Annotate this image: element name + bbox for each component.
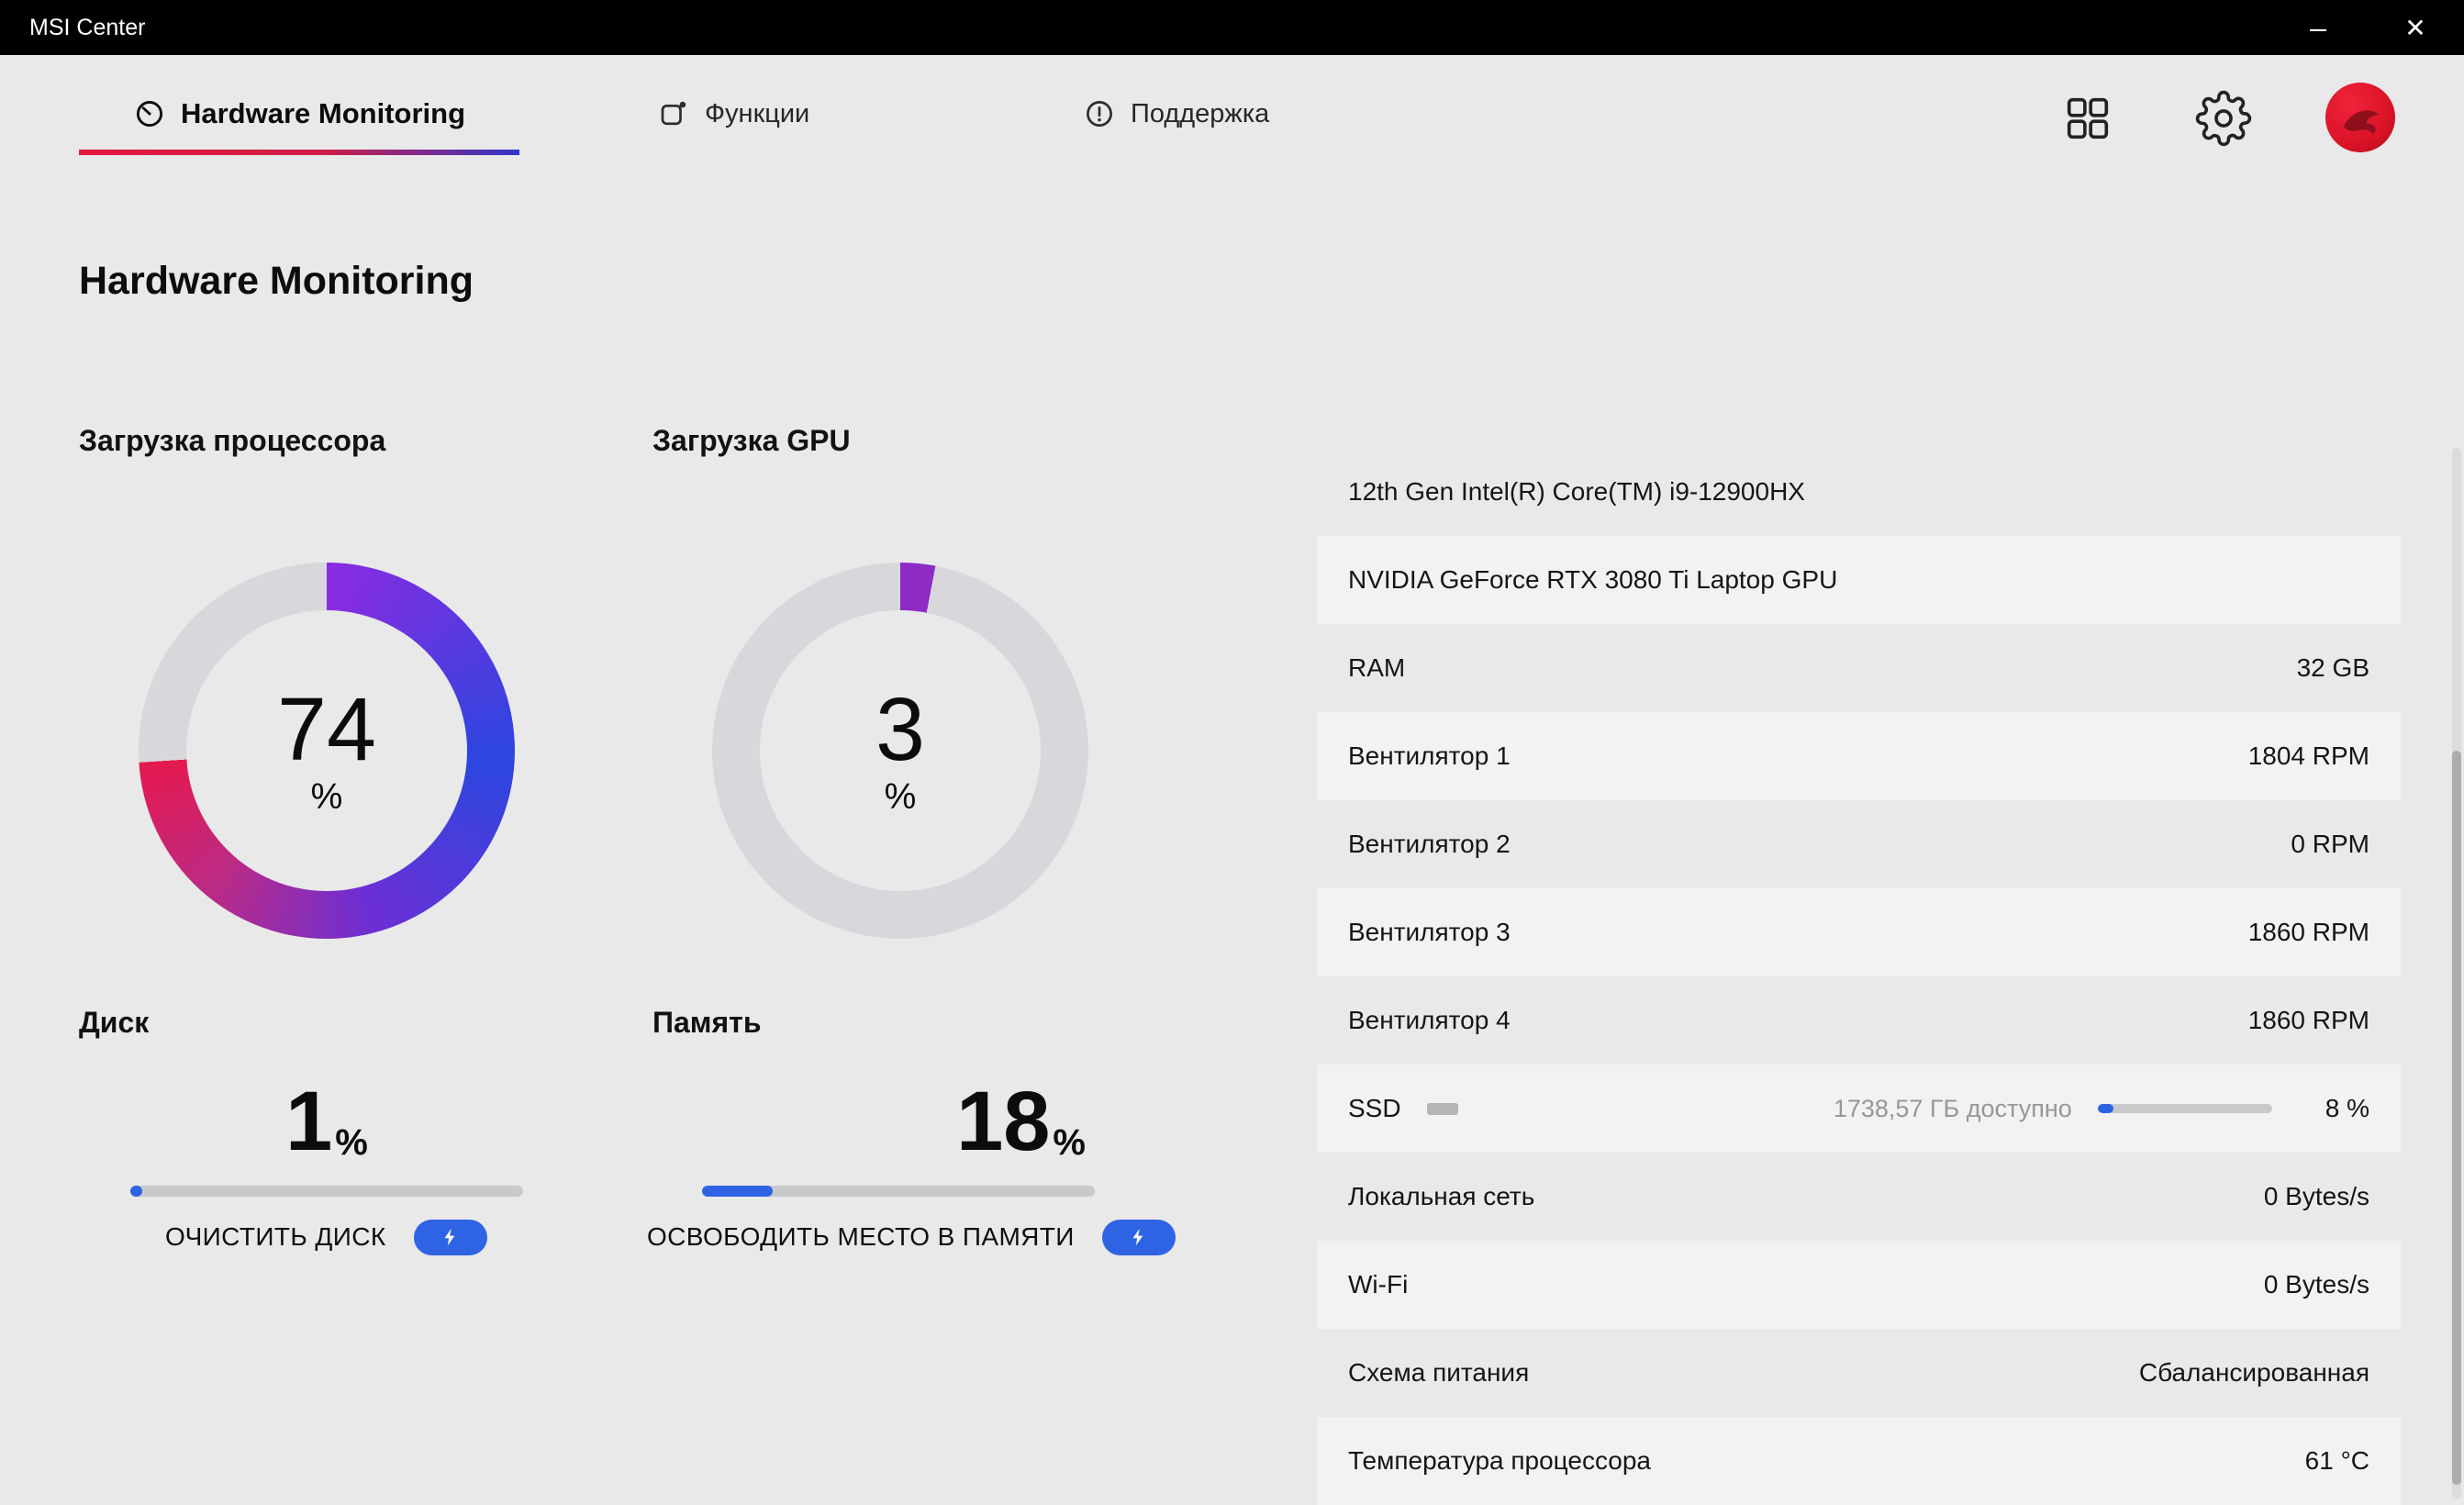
lightning-icon [1129,1227,1149,1247]
gauge-monitor-icon [133,97,166,130]
info-row-cpu-temp: Температура процессора 61 °C [1317,1417,2401,1505]
disk-action-row: ОЧИСТИТЬ ДИСК [165,1215,487,1259]
cpu-load-donut: 74 % [139,563,515,939]
free-memory-button[interactable] [1101,1219,1176,1255]
window-title: MSI Center [29,14,146,40]
memory-readout: 18 % [702,1065,1095,1168]
disk-value: 1 [285,1074,333,1168]
disk-title: Диск [79,1006,150,1039]
titlebar: MSI Center – ✕ [0,0,2464,55]
tab-support[interactable]: Поддержка [1083,77,1269,150]
tab-functions[interactable]: Функции [657,77,809,150]
info-row-ram: RAM 32 GB [1348,653,2369,682]
memory-bar-fill [702,1186,774,1197]
disk-usage-bar [130,1186,523,1197]
gear-icon [2195,90,2252,147]
gpu-load-value: 3 [875,678,925,779]
ssd-free-space: 1738,57 ГБ доступно [1833,1094,2072,1122]
apps-grid-button[interactable] [2061,92,2114,145]
user-avatar[interactable] [2325,83,2395,152]
hardware-info-panel: 12th Gen Intel(R) Core(TM) i9-12900HX NV… [1317,448,2401,1505]
ssd-usage-percent: 8 % [2325,1094,2369,1122]
memory-value: 18 [956,1074,1051,1168]
info-row-cpu-name: 12th Gen Intel(R) Core(TM) i9-12900HX [1348,477,1805,506]
tab-label: Поддержка [1131,98,1270,128]
gpu-load-donut: 3 % [712,563,1088,939]
cpu-load-unit: % [310,776,343,817]
minimize-button[interactable]: – [2269,0,2367,55]
disk-readout: 1 % [130,1065,523,1168]
page-title: Hardware Monitoring [79,259,474,303]
info-row-ssd: SSD 1738,57 ГБ доступно 8 % [1317,1065,2401,1153]
gpu-load-readout: 3 % [712,563,1088,939]
cpu-load-title: Загрузка процессора [79,424,386,457]
grid-icon [2061,92,2114,145]
gpu-load-unit: % [884,776,917,817]
settings-button[interactable] [2195,90,2252,147]
ssd-usage-bar [2097,1104,2272,1113]
active-tab-underline [79,150,519,155]
ssd-bar-fill [2097,1104,2113,1113]
info-row-fan3: Вентилятор 3 1860 RPM [1317,888,2401,976]
tab-hardware-monitoring[interactable]: Hardware Monitoring [79,77,519,150]
ssd-chip-icon [1426,1102,1458,1115]
scrollbar-thumb[interactable] [2452,751,2461,1485]
memory-title: Память [652,1006,762,1039]
cpu-load-value: 74 [277,678,376,779]
msi-dragon-icon [2325,83,2395,152]
info-row-fan4: Вентилятор 4 1860 RPM [1348,1006,2369,1034]
info-row-fan2: Вентилятор 2 0 RPM [1348,830,2369,858]
exclamation-circle-icon [1083,97,1116,130]
scrollbar[interactable] [2452,448,2461,1499]
close-icon: ✕ [2404,13,2426,42]
info-row-lan: Локальная сеть 0 Bytes/s [1348,1182,2369,1210]
memory-unit: % [1053,1122,1086,1163]
lightning-icon [440,1227,461,1247]
info-row-fan1: Вентилятор 1 1804 RPM [1317,712,2401,800]
info-row-gpu-name: NVIDIA GeForce RTX 3080 Ti Laptop GPU [1317,536,2401,624]
clean-disk-label: ОЧИСТИТЬ ДИСК [165,1222,386,1251]
window-controls: – ✕ [2269,0,2464,55]
clean-disk-button[interactable] [413,1219,487,1255]
close-button[interactable]: ✕ [2367,0,2464,55]
tab-label: Функции [705,98,810,128]
features-window-icon [657,97,690,130]
info-row-power-scheme: Схема питания Сбалансированная [1348,1358,2369,1387]
info-row-wifi: Wi-Fi 0 Bytes/s [1317,1241,2401,1329]
disk-unit: % [335,1122,368,1163]
memory-action-row: ОСВОБОДИТЬ МЕСТО В ПАМЯТИ [647,1215,1176,1259]
gpu-load-title: Загрузка GPU [652,424,851,457]
free-memory-label: ОСВОБОДИТЬ МЕСТО В ПАМЯТИ [647,1222,1075,1251]
disk-bar-fill [130,1186,142,1197]
cpu-load-readout: 74 % [139,563,515,939]
minimize-icon: – [2310,10,2326,44]
memory-usage-bar [702,1186,1095,1197]
tab-label: Hardware Monitoring [180,97,465,129]
